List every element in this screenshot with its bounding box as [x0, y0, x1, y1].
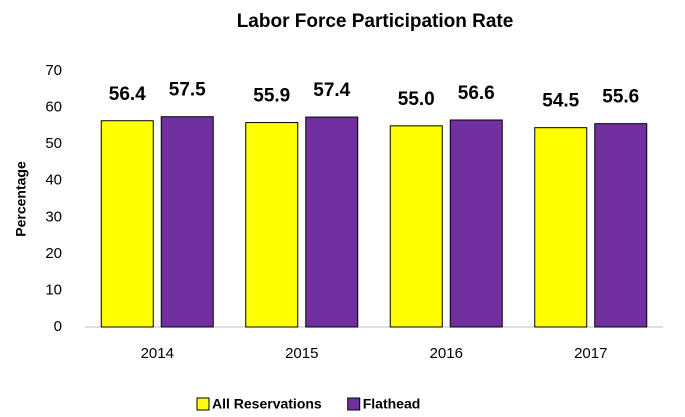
data-label: 55.0 [398, 89, 435, 110]
data-label: 55.9 [253, 86, 290, 107]
data-label: 57.4 [313, 80, 350, 101]
x-tick-label: 2014 [141, 345, 174, 362]
bar [594, 123, 648, 328]
legend-swatch [347, 397, 361, 411]
data-label: 56.4 [109, 84, 146, 105]
bar [100, 120, 154, 328]
legend-label: Flathead [363, 396, 421, 412]
y-tick-label: 20 [45, 245, 62, 262]
data-label: 56.6 [458, 83, 495, 104]
x-tick-label: 2015 [285, 345, 318, 362]
chart-title: Labor Force Participation Rate [237, 11, 514, 32]
y-tick-label: 0 [54, 318, 62, 335]
bar [389, 125, 443, 328]
y-tick-label: 10 [45, 281, 62, 298]
data-label: 55.6 [602, 87, 639, 108]
data-label: 54.5 [542, 91, 579, 112]
y-tick-label: 70 [45, 62, 62, 79]
legend-swatch [196, 397, 210, 411]
bar [534, 127, 588, 328]
y-tick-label: 30 [45, 208, 62, 225]
y-tick-label: 50 [45, 135, 62, 152]
bar [305, 116, 359, 328]
data-label: 57.5 [169, 80, 206, 101]
legend-label: All Reservations [212, 396, 322, 412]
bar [245, 122, 299, 328]
bar [449, 119, 503, 328]
bar [160, 116, 214, 328]
y-tick-label: 60 [45, 99, 62, 116]
x-tick-label: 2017 [574, 345, 607, 362]
y-axis-label: Percentage [13, 161, 29, 237]
y-tick-label: 40 [45, 172, 62, 189]
x-tick-label: 2016 [430, 345, 463, 362]
